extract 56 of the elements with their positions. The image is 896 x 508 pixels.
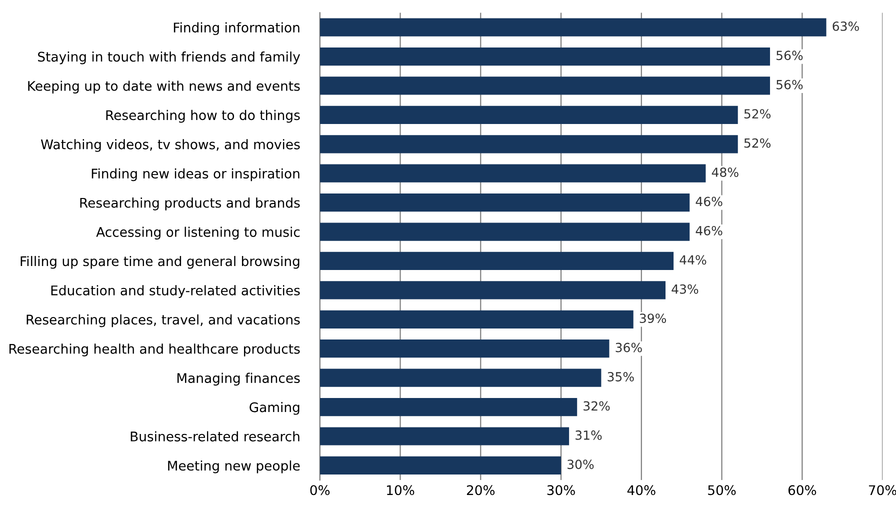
bar	[320, 340, 610, 358]
bar	[320, 368, 602, 387]
data-label: 39%	[640, 314, 666, 324]
bar	[320, 281, 666, 300]
data-label: 52%	[744, 138, 771, 148]
data-label: 43%	[672, 284, 698, 294]
y-tick-label: Meeting new people	[168, 460, 300, 474]
data-label: 31%	[576, 430, 602, 440]
x-tick-label: 20%	[466, 485, 495, 496]
y-tick-label: Researching how to do things	[106, 110, 300, 123]
x-tick-label: 30%	[547, 485, 575, 496]
data-label: 46%	[696, 226, 722, 236]
data-label: 52%	[744, 109, 771, 119]
data-label: 36%	[616, 342, 642, 352]
bar	[320, 47, 770, 66]
bar	[320, 427, 570, 446]
y-tick-label: Managing finances	[177, 372, 300, 386]
data-label: 56%	[776, 50, 803, 60]
y-tick-label: Education and study-related activities	[51, 285, 300, 298]
bar	[320, 222, 690, 241]
bar	[320, 135, 738, 154]
y-tick-label: Filling up spare time and general browsing	[20, 256, 300, 269]
y-tick-label: Researching places, travel, and vacations	[26, 314, 300, 328]
bar	[320, 76, 770, 95]
x-tick-label: 60%	[788, 485, 816, 496]
x-tick-label: 10%	[387, 485, 414, 496]
data-label: 48%	[712, 168, 738, 177]
bar	[320, 398, 578, 416]
data-label: 35%	[608, 372, 634, 382]
bar	[320, 164, 706, 182]
y-tick-label: Watching videos, tv shows, and movies	[40, 139, 300, 152]
data-label: 63%	[832, 21, 859, 31]
y-tick-label: Researching products and brands	[80, 198, 300, 210]
bar	[320, 310, 634, 328]
data-label: 46%	[696, 196, 722, 206]
data-label: 56%	[776, 80, 803, 90]
y-tick-label: Finding new ideas or inspiration	[92, 168, 300, 182]
bar	[320, 18, 826, 36]
data-label: 32%	[584, 401, 610, 411]
bar	[320, 194, 690, 212]
y-tick-label: Accessing or listening to music	[96, 226, 300, 240]
y-tick-label: Finding information	[174, 22, 300, 36]
y-tick-label: Keeping up to date with news and events	[28, 80, 300, 94]
bar	[320, 456, 562, 475]
data-label: 44%	[680, 255, 706, 265]
x-tick-label: 0%	[310, 485, 330, 496]
x-tick-label: 70%	[868, 485, 896, 496]
bar	[320, 106, 738, 124]
x-tick-label: 40%	[627, 485, 656, 496]
y-tick-label: Gaming	[250, 402, 300, 415]
bar	[320, 252, 674, 270]
x-tick-label: 50%	[708, 485, 736, 496]
y-tick-label: Researching health and healthcare products	[9, 344, 300, 356]
y-tick-label: Business-related research	[130, 431, 300, 442]
y-tick-label: Staying in touch with friends and family	[38, 52, 300, 64]
data-label: 30%	[568, 460, 594, 470]
